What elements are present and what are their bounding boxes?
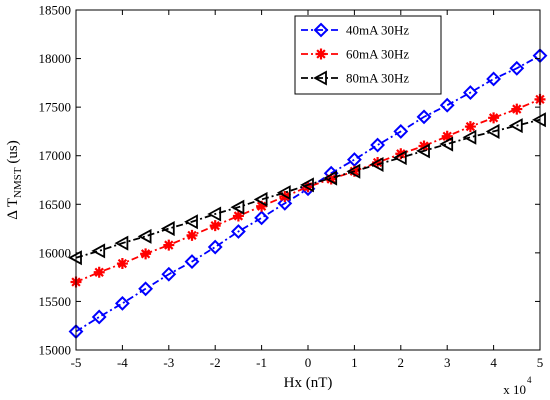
data-point (254, 210, 270, 226)
data-point (114, 235, 129, 251)
y-tick-label: 15000 (39, 343, 72, 358)
ticks-layer: -5 -4 -3 -2 -1 0 1 2 3 4 5 15000 15500 16000 16500 1700… (39, 3, 544, 371)
x-multiplier-exponent: 4 (527, 375, 532, 385)
data-point (462, 129, 477, 145)
y-tick-label: 17500 (39, 100, 72, 115)
legend-label: 60mA 30Hz (346, 47, 409, 62)
data-point (160, 221, 175, 237)
data-point (393, 124, 409, 139)
legend-marker (315, 48, 327, 60)
x-multiplier: x 10 4 (503, 375, 532, 397)
data-point (184, 214, 198, 230)
data-point (230, 199, 245, 215)
y-axis-label-subscript: NMST (12, 167, 24, 198)
data-point (462, 85, 478, 100)
y-tick-label: 18500 (39, 3, 72, 18)
data-point (209, 220, 221, 232)
data-point (416, 109, 432, 125)
x-tick-label: -1 (256, 355, 267, 370)
legend-marker (313, 22, 329, 38)
data-point (114, 295, 130, 311)
y-tick-label: 18000 (39, 51, 72, 66)
x-tick-label: -3 (163, 355, 174, 370)
data-point (207, 239, 223, 255)
x-tick-label: 4 (490, 355, 497, 370)
data-point (372, 157, 384, 169)
data-point (346, 152, 362, 168)
data-point (116, 258, 128, 270)
data-point (464, 121, 476, 133)
data-point (230, 224, 246, 239)
x-tick-label: 5 (537, 355, 544, 370)
data-point (300, 177, 314, 193)
x-tick-label: 3 (444, 355, 451, 370)
data-point (140, 248, 152, 260)
data-point (508, 118, 523, 134)
data-point (485, 123, 500, 139)
data-point (276, 185, 291, 201)
data-point (439, 136, 454, 152)
data-point (325, 173, 337, 185)
data-point (511, 103, 523, 115)
data-point (184, 254, 200, 270)
data-point (488, 112, 500, 124)
data-point (418, 140, 430, 152)
x-tick-label: 0 (305, 355, 312, 370)
data-point (232, 210, 244, 222)
x-tick-label: -5 (71, 355, 82, 370)
y-tick-label: 17000 (39, 148, 72, 163)
x-multiplier-base: x 10 (503, 382, 526, 397)
y-tick-label: 16000 (39, 245, 72, 260)
data-point (416, 143, 430, 159)
data-point (392, 150, 407, 166)
data-point (441, 130, 453, 142)
data-point (207, 206, 222, 222)
legend-item: 60mA 30Hz (301, 47, 409, 62)
data-point (369, 156, 384, 172)
x-tick-label: -2 (210, 355, 221, 370)
data-point (346, 163, 361, 179)
data-point (161, 266, 177, 282)
legend-marker (313, 70, 327, 86)
data-point (509, 60, 525, 76)
data-point (302, 181, 314, 193)
y-axis-label-prefix: Δ T (5, 198, 21, 220)
data-point (277, 195, 293, 211)
data-point (137, 228, 152, 244)
legend: 40mA 30Hz 60mA 30Hz 80mA 30Hz (294, 15, 442, 95)
series-line (75, 118, 541, 259)
x-tick-label: 1 (351, 355, 358, 370)
x-tick-label: 2 (398, 355, 405, 370)
data-point (439, 97, 455, 113)
data-point (323, 170, 338, 186)
x-tick-label: -4 (117, 355, 128, 370)
legend-label: 40mA 30Hz (346, 23, 409, 38)
data-point (256, 200, 268, 212)
data-point (370, 137, 386, 153)
legend-item: 80mA 30Hz (301, 70, 409, 86)
data-point (163, 239, 175, 251)
data-point (91, 243, 106, 259)
data-point (138, 281, 154, 297)
y-axis-label: Δ TNMST (us) (5, 140, 24, 219)
data-point (186, 229, 198, 241)
legend-label: 80mA 30Hz (346, 71, 409, 86)
data-point (253, 191, 268, 207)
y-tick-label: 16500 (39, 197, 72, 212)
y-axis-label-suffix: (us) (5, 140, 21, 167)
y-tick-label: 15500 (39, 294, 72, 309)
x-axis-label: Hx (nT) (284, 375, 333, 391)
legend-item: 40mA 30Hz (301, 23, 409, 38)
data-point (93, 266, 105, 278)
data-point (91, 309, 107, 325)
data-point (486, 71, 502, 87)
